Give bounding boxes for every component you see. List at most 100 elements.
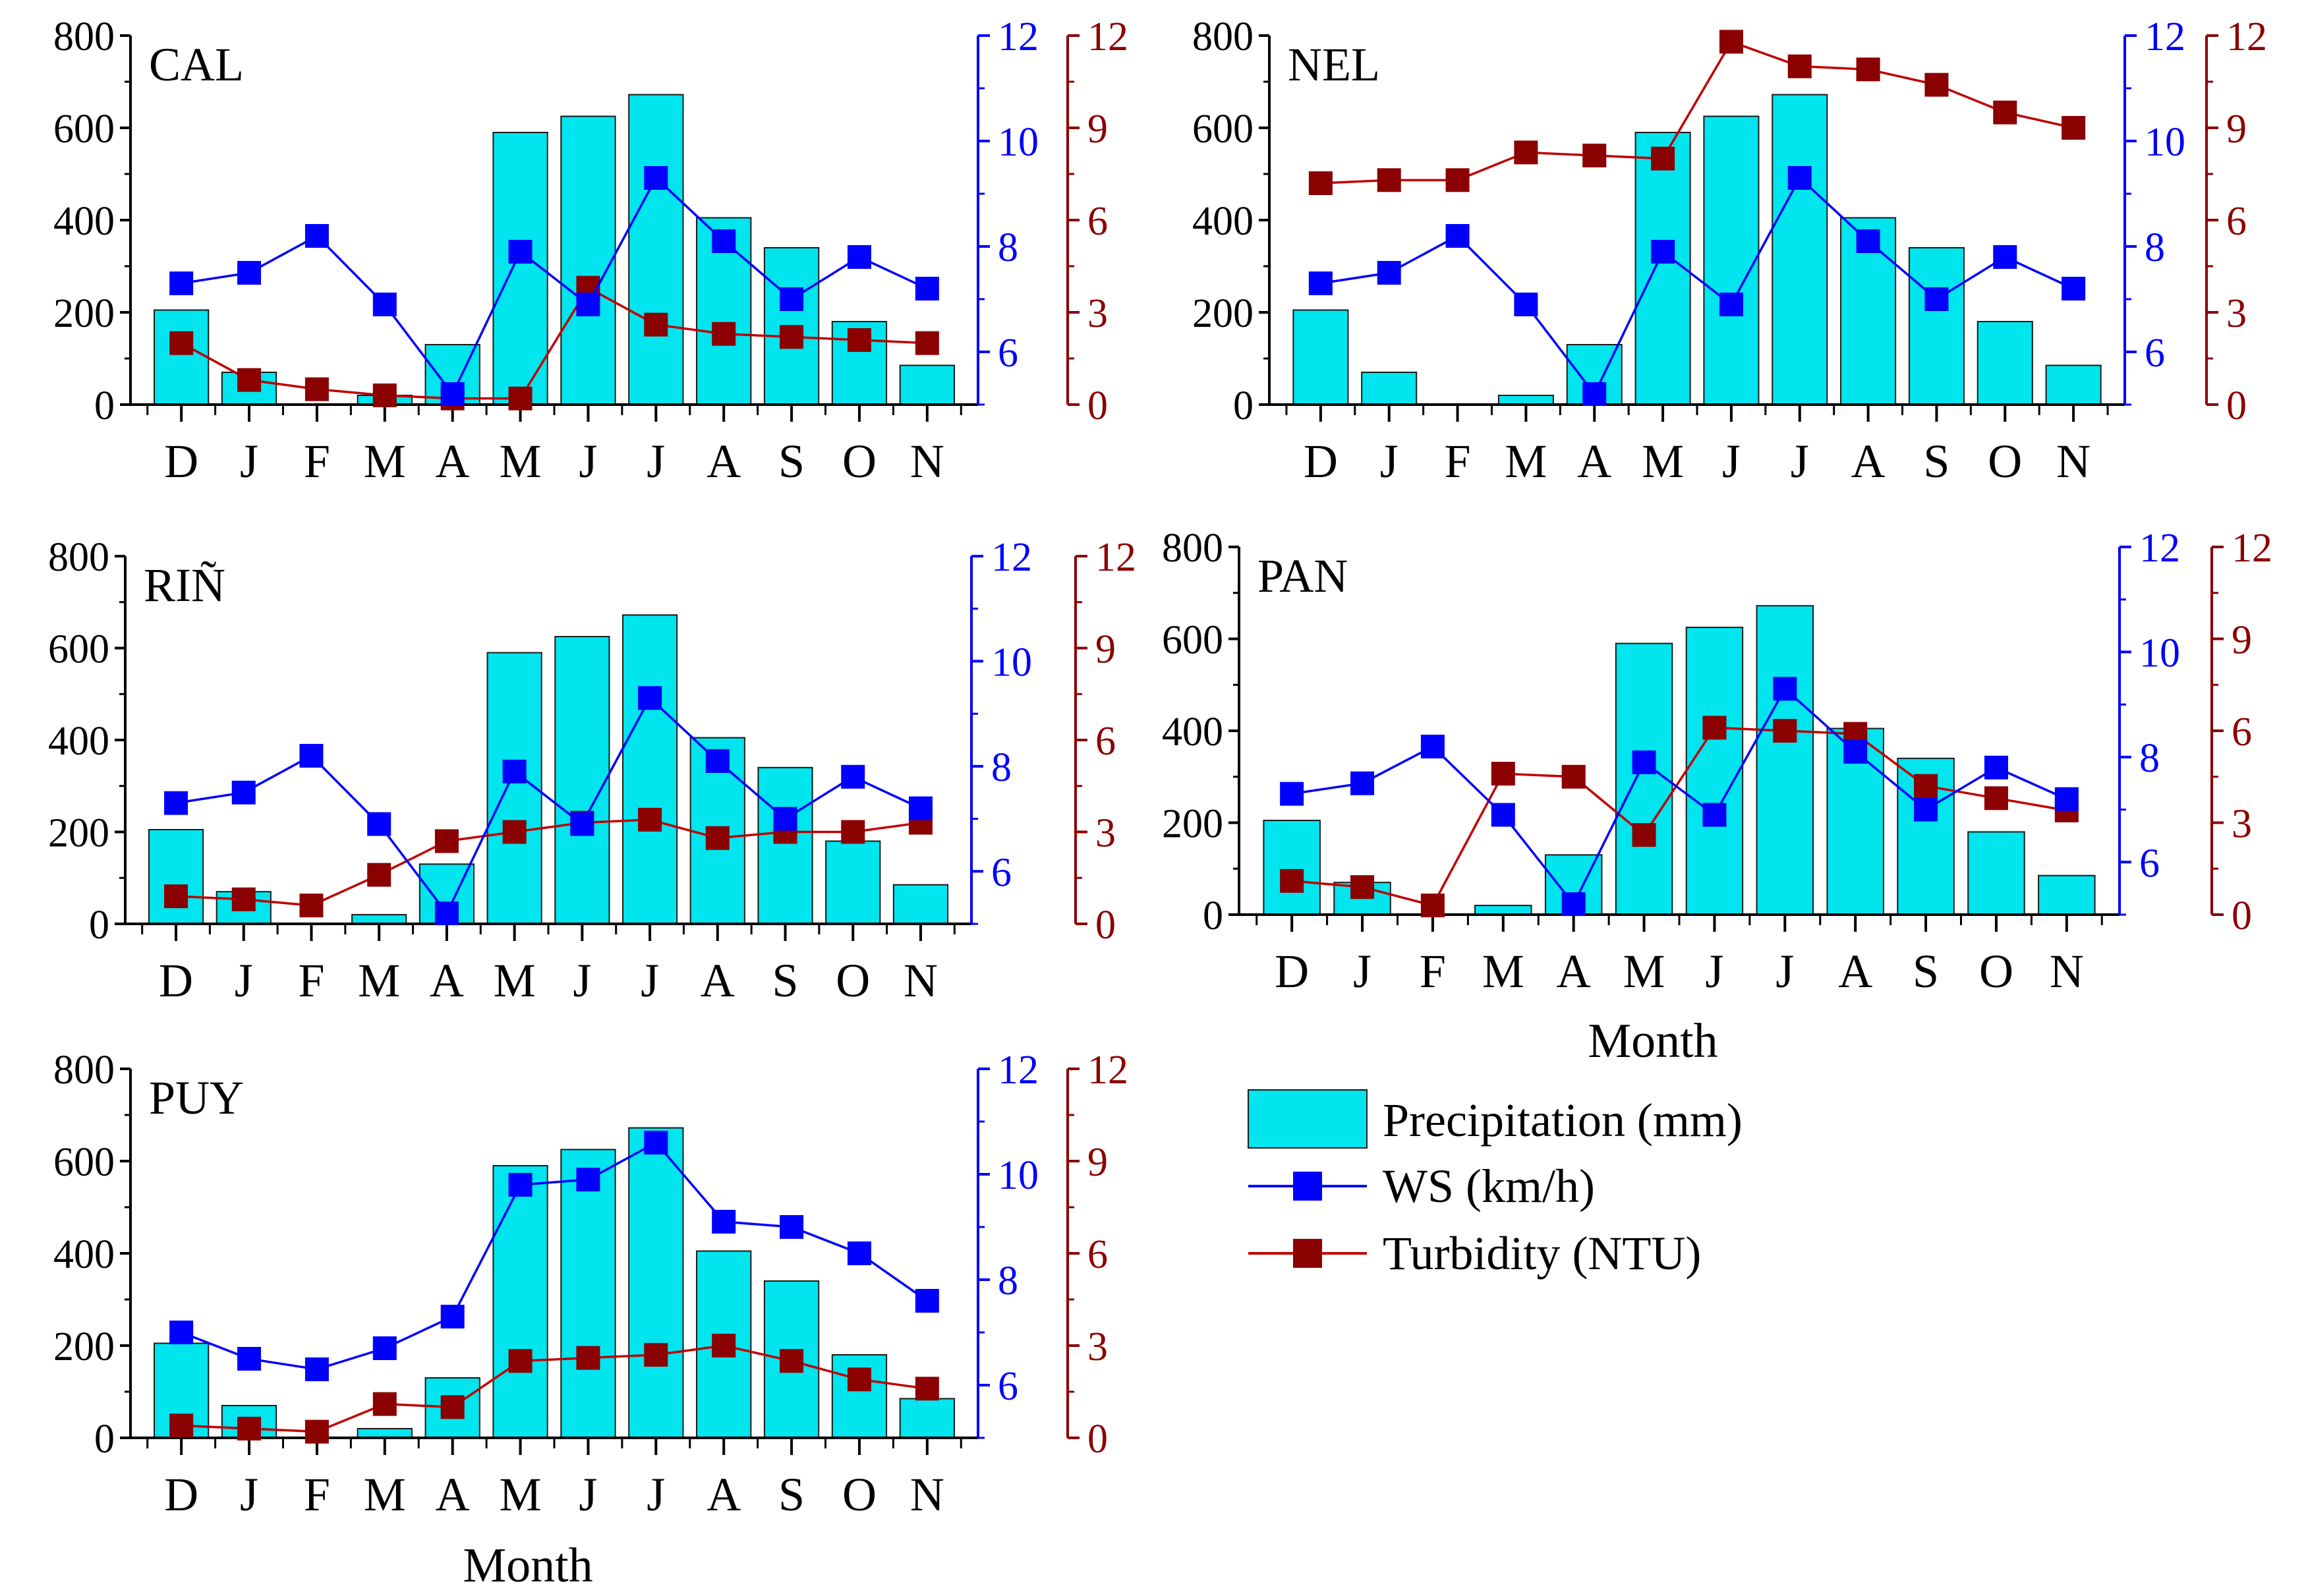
ws-point-m-5 — [508, 1173, 533, 1197]
ws-point-s-9 — [780, 287, 804, 311]
precip-bar-m-3 — [357, 1428, 413, 1439]
precip-bar-j-7 — [621, 614, 678, 925]
turbidity-point-j-6 — [576, 1346, 600, 1370]
turbidity-tick-label: 12 — [1087, 14, 1128, 59]
month-tick-label: A — [707, 435, 741, 488]
month-tick-label: M — [364, 1468, 406, 1521]
panel-title: PUY — [149, 1071, 244, 1124]
legend-ws-label: WS (km/h) — [1383, 1160, 1595, 1212]
ws-point-o-10 — [1984, 755, 2008, 780]
month-tick-label: J — [1353, 945, 1371, 998]
ws-tick-label: 8 — [991, 745, 1012, 790]
turbidity-point-j-1 — [237, 1417, 262, 1440]
turbidity-point-j-7 — [638, 807, 662, 832]
ws-point-m-5 — [1651, 240, 1675, 264]
month-tick-label: M — [364, 435, 406, 488]
turbidity-point-f-2 — [304, 377, 329, 401]
ws-point-f-2 — [1445, 224, 1470, 248]
ws-tick-label: 6 — [998, 1364, 1018, 1409]
month-tick-label: M — [358, 954, 400, 1007]
month-tick-label: F — [298, 954, 324, 1007]
ws-point-s-9 — [773, 807, 797, 831]
month-tick-label: A — [707, 1468, 741, 1521]
turbidity-point-a-8 — [1856, 57, 1880, 82]
precip-bar-m-5 — [1615, 642, 1673, 915]
ws-point-f-2 — [1420, 734, 1445, 758]
turbidity-point-j-1 — [231, 887, 256, 911]
precip-bar-o-10 — [1967, 831, 2025, 915]
ws-point-a-8 — [1843, 739, 1868, 764]
turbidity-point-j-7 — [1773, 719, 1797, 743]
ws-tick-label: 8 — [2139, 736, 2160, 781]
precip-tick-label: 800 — [1192, 14, 1254, 59]
month-tick-label: O — [836, 954, 870, 1007]
month-tick-label: F — [1420, 945, 1446, 998]
month-tick-label: M — [1623, 945, 1665, 998]
ws-point-d-0 — [1280, 782, 1304, 806]
ws-point-d-0 — [169, 271, 194, 295]
turbidity-point-j-7 — [1787, 54, 1812, 78]
month-tick-label: S — [1913, 945, 1939, 998]
month-tick-label: D — [164, 1468, 198, 1521]
precip-bar-d-0 — [1292, 309, 1349, 405]
precip-bar-n-11 — [2038, 874, 2096, 916]
turbidity-tick-label: 0 — [1087, 1417, 1108, 1462]
month-tick-label: D — [1275, 945, 1309, 998]
ws-tick-label: 12 — [2139, 526, 2180, 571]
month-tick-label: F — [1445, 435, 1471, 488]
month-tick-label: F — [304, 435, 330, 488]
turbidity-line — [1320, 40, 2074, 185]
month-tick-label: M — [494, 954, 536, 1007]
turbidity-tick-label: 3 — [2226, 291, 2247, 336]
ws-tick-label: 8 — [998, 1259, 1018, 1303]
ws-point-a-4 — [440, 1305, 465, 1328]
precip-tick-label: 200 — [53, 291, 115, 336]
turbidity-point-s-9 — [780, 325, 804, 349]
ws-point-a-4 — [434, 901, 459, 926]
ws-tick-label: 12 — [2145, 14, 2185, 59]
ws-tick-label: 6 — [991, 850, 1012, 895]
precip-tick-label: 0 — [89, 903, 109, 948]
ws-point-d-0 — [169, 1321, 194, 1344]
month-tick-label: N — [910, 435, 944, 488]
turbidity-tick-label: 6 — [1087, 199, 1108, 244]
precip-tick-label: 800 — [1162, 526, 1223, 571]
month-tick-label: A — [1838, 945, 1872, 998]
ws-point-j-7 — [1787, 166, 1812, 190]
month-tick-label: J — [240, 435, 258, 488]
turbidity-point-m-5 — [502, 820, 527, 844]
turbidity-point-f-2 — [299, 894, 324, 918]
ws-tick-label: 8 — [2145, 225, 2165, 270]
legend-precipitation-swatch — [1248, 1089, 1368, 1149]
ws-point-m-5 — [1632, 750, 1656, 774]
ws-point-m-3 — [367, 812, 391, 836]
precip-bar-j-7 — [1756, 605, 1814, 916]
turbidity-point-o-10 — [841, 820, 865, 844]
precip-tick-label: 0 — [94, 384, 115, 428]
ws-point-a-4 — [1582, 382, 1607, 406]
turbidity-tick-label: 12 — [1087, 1048, 1128, 1093]
turbidity-point-o-10 — [1984, 786, 2008, 811]
ws-point-a-4 — [440, 382, 465, 406]
precip-tick-label: 0 — [94, 1417, 115, 1462]
turbidity-tick-label: 9 — [2232, 618, 2252, 663]
precip-bar-d-0 — [148, 829, 204, 925]
month-tick-label: J — [1705, 945, 1723, 998]
turbidity-point-j-7 — [644, 1343, 668, 1367]
precip-bar-o-10 — [1976, 321, 2033, 405]
panel-title: NEL — [1288, 38, 1380, 91]
ws-point-o-10 — [847, 245, 871, 269]
turbidity-point-a-4 — [434, 829, 459, 853]
turbidity-point-j-7 — [644, 312, 668, 337]
ws-point-f-2 — [299, 743, 324, 768]
month-tick-label: N — [2056, 435, 2091, 488]
precip-bar-n-11 — [899, 364, 955, 405]
turbidity-point-a-4 — [1582, 144, 1607, 167]
month-tick-label: J — [647, 435, 665, 488]
precip-tick-label: 600 — [1162, 618, 1223, 663]
ws-point-j-1 — [237, 261, 262, 285]
